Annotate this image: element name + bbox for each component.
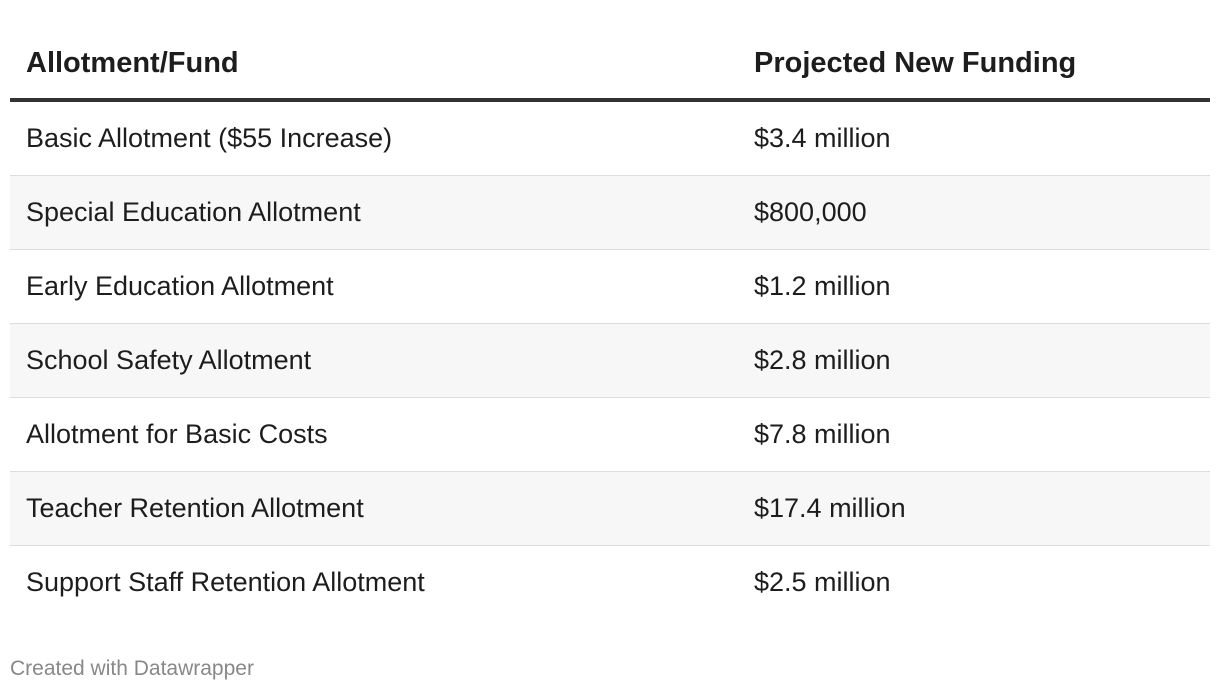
datawrapper-credit[interactable]: Created with Datawrapper (10, 657, 254, 680)
table-row: Early Education Allotment $1.2 million (10, 249, 1210, 324)
funding-cell: $7.8 million (738, 397, 1210, 472)
table-row: School Safety Allotment $2.8 million (10, 323, 1210, 398)
funding-cell: $2.5 million (754, 567, 891, 597)
funding-cell: $17.4 million (738, 471, 1210, 546)
allotment-cell: Teacher Retention Allotment (10, 471, 738, 546)
table-row: Basic Allotment ($55 Increase) $3.4 mill… (10, 100, 1210, 176)
funding-table-container: Allotment/Fund Projected New Funding Bas… (10, 28, 1210, 619)
funding-table: Allotment/Fund Projected New Funding Bas… (10, 28, 1210, 619)
table-row: Teacher Retention Allotment $17.4 millio… (10, 471, 1210, 546)
table-header: Allotment/Fund Projected New Funding (10, 28, 1210, 102)
column-header-allotment[interactable]: Allotment/Fund (10, 28, 738, 102)
allotment-cell: Allotment for Basic Costs (10, 397, 738, 472)
allotment-cell: Support Staff Retention Allotment (26, 567, 425, 597)
header-row: Allotment/Fund Projected New Funding (10, 28, 1210, 102)
table-row: Special Education Allotment $800,000 (10, 175, 1210, 250)
column-header-funding[interactable]: Projected New Funding (738, 28, 1210, 102)
funding-cell: $3.4 million (738, 100, 1210, 176)
funding-cell: $800,000 (738, 175, 1210, 250)
table-row: Support Staff Retention Allotment $2.5 m… (10, 546, 1210, 620)
allotment-cell: Special Education Allotment (10, 175, 738, 250)
allotment-cell: Basic Allotment ($55 Increase) (10, 100, 738, 176)
allotment-cell: Early Education Allotment (10, 249, 738, 324)
table-body: Basic Allotment ($55 Increase) $3.4 mill… (10, 100, 1210, 619)
allotment-cell: School Safety Allotment (10, 323, 738, 398)
table-row: Allotment for Basic Costs $7.8 million (10, 397, 1210, 472)
funding-cell: $1.2 million (738, 249, 1210, 324)
funding-cell: $2.8 million (738, 323, 1210, 398)
